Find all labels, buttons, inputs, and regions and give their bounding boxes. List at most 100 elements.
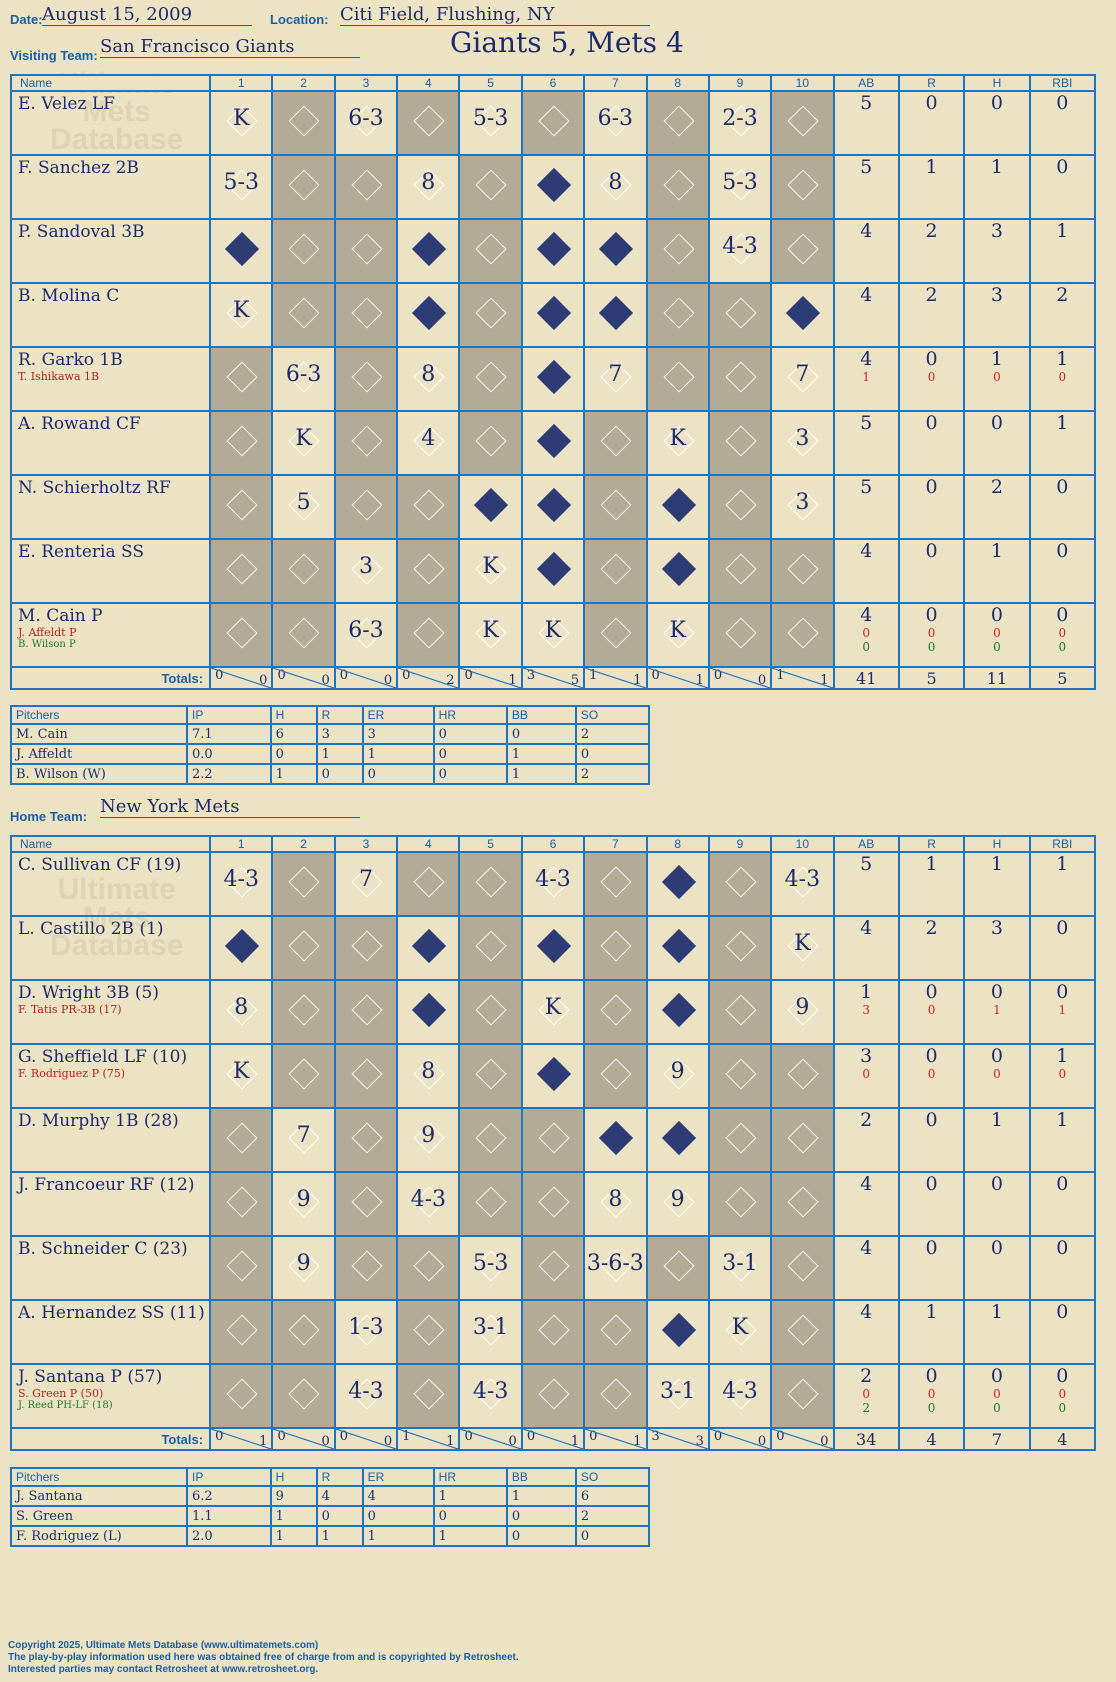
- col-header-2: 2: [271, 835, 336, 853]
- pitcher-name: J. Affeldt: [10, 743, 188, 765]
- base-diamond: [538, 1250, 570, 1282]
- batter-name: D. Wright 3B (5): [18, 983, 159, 1003]
- stat-value: 5: [860, 92, 873, 114]
- stat-value: 0: [925, 604, 938, 626]
- stat-value: 2: [990, 476, 1003, 498]
- col-header-rbi: RBI: [1028, 74, 1097, 92]
- base-diamond: [288, 169, 320, 201]
- inning-cell-5: [458, 1107, 523, 1173]
- batting-stat-cell: 4: [832, 1299, 900, 1365]
- inning-cell-1: [209, 474, 274, 540]
- inning-runs: 0: [776, 1429, 785, 1444]
- batting-stat-cell: 0: [963, 1235, 1031, 1301]
- base-diamond: [600, 866, 632, 898]
- inning-cell-6: [520, 474, 586, 540]
- pitcher-stat: 2.2: [186, 763, 272, 785]
- totals-label: Totals:: [9, 1427, 212, 1451]
- pitcher-stat: 1: [315, 1525, 364, 1547]
- pitcher-col-header: SO: [574, 1467, 651, 1487]
- inning-cell-8: 3-1: [645, 1363, 710, 1429]
- base-diamond: [599, 296, 634, 330]
- inning-cell-8: K: [645, 410, 710, 476]
- inning-cell-3: 6-3: [333, 90, 399, 156]
- base-diamond: [474, 488, 509, 522]
- inning-cell-9: 4-3: [707, 1363, 773, 1429]
- game-total-value: 41: [832, 666, 900, 690]
- inning-runs: 0: [215, 1429, 224, 1444]
- inning-runs: 0: [402, 668, 411, 683]
- inning-cell-9: [707, 602, 773, 668]
- batter-name-cell: A. Rowand CF: [9, 410, 212, 476]
- sub-stat-value: 3: [862, 1003, 871, 1017]
- batting-stat-cell: 4: [832, 282, 900, 348]
- stat-value: 2: [925, 917, 938, 939]
- base-diamond: [475, 994, 508, 1026]
- sub-stat-value: 0: [993, 1067, 1001, 1081]
- inning-runs: 0: [277, 668, 286, 683]
- inning-cell-7: [583, 1107, 648, 1173]
- inning-cell-3: [333, 1171, 399, 1237]
- inning-cell-9: [707, 851, 773, 917]
- inning-cell-2: K: [271, 410, 336, 476]
- inning-cell-3: [333, 915, 399, 981]
- inning-cell-7: [583, 538, 648, 604]
- play-result: 8: [608, 1187, 623, 1212]
- play-result: 9: [670, 1187, 685, 1212]
- batter-row: M. Cain P J. Affeldt P B. Wilson P 6-3 K K K 4 0…: [9, 602, 1097, 668]
- base-diamond: [351, 1250, 383, 1282]
- sub-stat-value: 0: [862, 1387, 871, 1401]
- date-label: Date:: [10, 12, 43, 27]
- inning-cell-2: [271, 1363, 336, 1429]
- stat-value: 1: [990, 1109, 1003, 1131]
- batter-name-cell: M. Cain P J. Affeldt P B. Wilson P: [9, 602, 212, 668]
- base-diamond: [412, 993, 447, 1027]
- stat-value: 4: [860, 1237, 873, 1259]
- sub-stat-value: 0: [1058, 1067, 1067, 1081]
- col-header-6: 6: [520, 74, 586, 92]
- base-diamond: [600, 617, 632, 649]
- play-result: K: [233, 298, 250, 323]
- base-diamond: [787, 553, 819, 585]
- inning-cell-8: [645, 474, 710, 540]
- pitcher-stat: 0: [574, 1525, 651, 1547]
- play-result: 5-3: [223, 170, 259, 195]
- stat-value: 5: [860, 476, 873, 498]
- home-scorecard: Name 1 2 3 4 5 6 7 8 9 10 AB R H RBI C. Sullivan CF (19…: [9, 835, 1097, 1451]
- stat-value: 0: [925, 348, 938, 370]
- batter-name: R. Garko 1B: [18, 350, 123, 370]
- pitcher-row: J. Affeldt 0.0 0 1 1 0 1 0: [10, 743, 651, 765]
- inning-cell-10: [770, 602, 835, 668]
- play-result: 9: [795, 995, 810, 1020]
- inning-cell-1: [209, 538, 274, 604]
- inning-cell-3: [333, 979, 399, 1045]
- inning-runs: 1: [589, 668, 598, 683]
- play-result: 3: [795, 490, 810, 515]
- inning-cell-7: [583, 1043, 648, 1109]
- pitcher-name: J. Santana: [10, 1485, 188, 1507]
- batting-stat-cell: 0: [897, 538, 966, 604]
- pitcher-col-header: R: [315, 1467, 364, 1487]
- sub-stat-value: 2: [862, 1401, 871, 1415]
- inning-cell-5: [458, 346, 523, 412]
- base-diamond: [600, 489, 632, 521]
- stat-value: 3: [990, 917, 1003, 939]
- base-diamond: [600, 425, 632, 457]
- substitute-name: J. Affeldt P: [18, 626, 77, 639]
- inning-cell-10: [770, 1171, 835, 1237]
- substitute-name: F. Rodriguez P (75): [18, 1067, 126, 1080]
- batting-stat-cell: 2: [1028, 282, 1097, 348]
- play-result: 6-3: [348, 618, 384, 643]
- base-diamond: [725, 489, 757, 521]
- play-result: 5-3: [472, 1251, 509, 1276]
- stat-value: 0: [1056, 92, 1069, 114]
- inning-hits: 1: [259, 1434, 268, 1449]
- stat-value: 0: [925, 92, 938, 114]
- pitcher-stat: 0: [315, 1505, 364, 1527]
- base-diamond: [226, 617, 258, 649]
